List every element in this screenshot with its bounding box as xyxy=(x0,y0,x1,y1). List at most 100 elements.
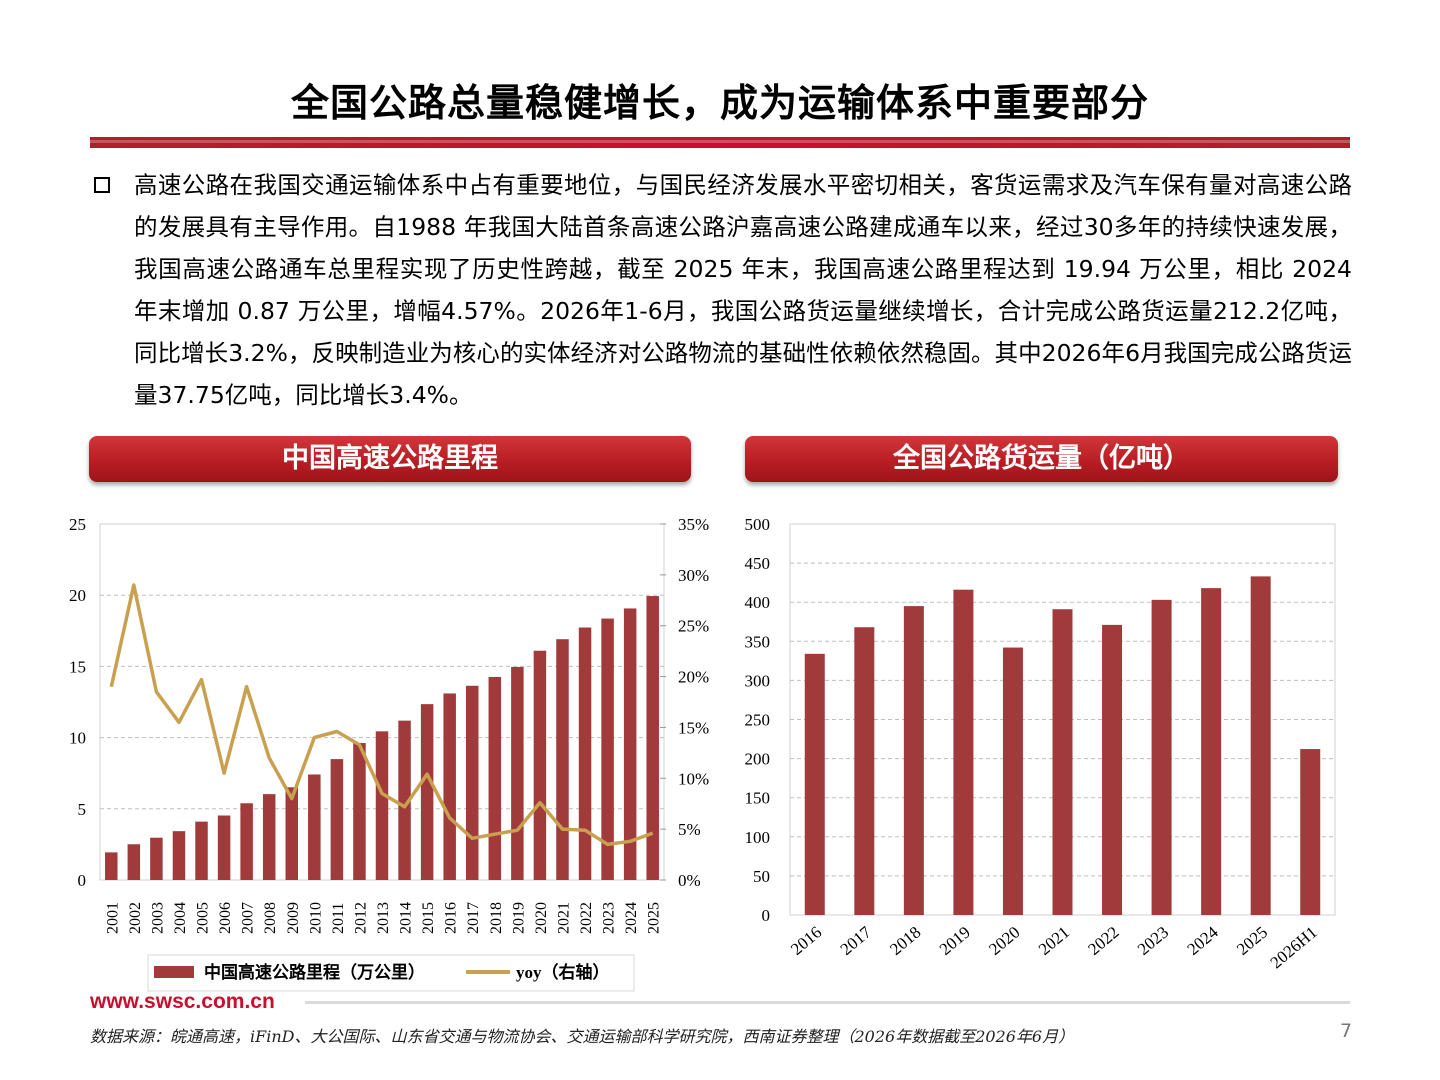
left-y-tick-label: 10 xyxy=(69,729,86,748)
left-x-tick-label: 2014 xyxy=(398,902,415,934)
right-chart-y-tick-label: 350 xyxy=(745,632,771,651)
yoy-line xyxy=(109,583,654,847)
freight-bar xyxy=(1201,588,1222,915)
right-chart-y-tick-label: 200 xyxy=(745,750,771,769)
mileage-bar xyxy=(195,821,208,880)
left-x-tick-label: 2013 xyxy=(375,902,392,934)
left-x-tick-label: 2009 xyxy=(285,902,302,934)
mileage-bar xyxy=(353,743,366,880)
left-x-tick-label: 2016 xyxy=(443,902,460,934)
mileage-bar xyxy=(150,837,163,880)
freight-bar xyxy=(1052,609,1073,915)
right-x-tick-label: 2025 xyxy=(1233,923,1271,959)
mileage-bar xyxy=(443,693,456,880)
legend-bar-label: 中国高速公路里程（万公里） xyxy=(204,962,425,982)
right-chart-y-tick-label: 150 xyxy=(745,789,771,808)
right-chart-y-tick-label: 50 xyxy=(753,867,770,886)
mileage-bar xyxy=(488,676,502,880)
left-x-tick-label: 2011 xyxy=(330,903,347,934)
left-chart-title: 中国高速公路里程 xyxy=(89,436,691,482)
mileage-bar xyxy=(217,815,231,880)
legend-bar-swatch xyxy=(154,966,194,978)
right-x-tick-label: 2023 xyxy=(1134,923,1172,959)
right-x-tick-label: 2018 xyxy=(886,923,924,959)
footer-divider xyxy=(90,1001,1350,1004)
left-x-tick-label: 2023 xyxy=(601,902,618,934)
left-x-tick-label: 2001 xyxy=(104,902,121,934)
right-x-tick-label: 2026H1 xyxy=(1267,923,1321,973)
right-x-tick-label: 2024 xyxy=(1183,922,1222,959)
left-x-tick-label: 2018 xyxy=(488,902,505,934)
freight-bar xyxy=(1151,599,1172,915)
left-y-tick-label: 25 xyxy=(69,515,86,534)
left-x-tick-label: 2017 xyxy=(465,902,482,934)
right-x-tick-label: 2017 xyxy=(837,922,876,959)
right-y-tick-label: 20% xyxy=(678,668,709,687)
right-chart-title: 全国公路货运量（亿吨） xyxy=(745,436,1338,482)
right-x-tick-label: 2022 xyxy=(1084,923,1122,959)
left-x-tick-label: 2025 xyxy=(646,902,663,934)
mileage-bar xyxy=(398,720,411,880)
freight-bar xyxy=(854,627,875,915)
left-y-tick-label: 0 xyxy=(78,871,87,890)
legend-line-label: yoy（右轴） xyxy=(516,962,610,982)
left-x-tick-label: 2007 xyxy=(240,902,257,934)
intro-paragraph: 高速公路在我国交通运输体系中占有重要地位，与国民经济发展水平密切相关，客货运需求… xyxy=(134,171,1352,409)
mileage-bar xyxy=(172,831,186,880)
left-x-tick-label: 2024 xyxy=(623,902,640,934)
right-chart-y-tick-label: 0 xyxy=(762,906,771,925)
freight-bar xyxy=(804,653,825,915)
mileage-bar xyxy=(375,731,389,880)
right-y-tick-label: 0% xyxy=(678,871,701,890)
left-y-tick-label: 15 xyxy=(69,657,86,676)
freight-bar xyxy=(1250,576,1271,915)
left-y-tick-label: 20 xyxy=(69,586,86,605)
left-x-tick-label: 2015 xyxy=(420,902,437,934)
left-x-tick-label: 2004 xyxy=(172,902,189,934)
mileage-bar xyxy=(601,618,614,880)
right-y-tick-label: 30% xyxy=(678,566,709,585)
left-x-tick-label: 2010 xyxy=(307,902,324,934)
page-number: 7 xyxy=(1340,1020,1353,1042)
freight-bar xyxy=(1300,749,1321,915)
right-x-tick-label: 2020 xyxy=(985,923,1023,959)
page-title: 全国公路总量稳健增长，成为运输体系中重要部分 xyxy=(290,81,1149,125)
site-url: www.swsc.com.cn xyxy=(90,990,275,1013)
mileage-bar xyxy=(420,704,434,880)
right-chart-y-tick-label: 400 xyxy=(745,593,771,612)
freight-bar xyxy=(1102,624,1123,915)
right-y-tick-label: 5% xyxy=(678,820,701,839)
right-chart-y-tick-label: 100 xyxy=(745,828,771,847)
bullet-square-icon xyxy=(94,177,110,193)
mileage-bar xyxy=(285,787,299,880)
left-x-tick-label: 2005 xyxy=(195,902,212,934)
mileage-bar xyxy=(511,666,524,880)
right-x-tick-label: 2021 xyxy=(1035,923,1073,959)
right-y-tick-label: 15% xyxy=(678,718,709,737)
mileage-bar xyxy=(533,650,547,880)
left-x-tick-label: 2020 xyxy=(533,902,550,934)
mileage-bar xyxy=(465,685,479,880)
left-x-tick-label: 2003 xyxy=(149,902,166,934)
mileage-bar xyxy=(330,759,344,880)
mileage-bar xyxy=(240,803,253,880)
left-x-tick-label: 2002 xyxy=(127,902,144,934)
left-x-tick-label: 2022 xyxy=(578,902,595,934)
right-chart-y-tick-label: 300 xyxy=(745,671,771,690)
left-x-tick-label: 2019 xyxy=(510,902,527,934)
right-y-tick-label: 10% xyxy=(678,769,709,788)
title-underline xyxy=(90,137,1350,148)
right-chart-y-tick-label: 500 xyxy=(745,515,771,534)
right-x-tick-label: 2016 xyxy=(787,923,825,959)
freight-bar xyxy=(1002,647,1023,915)
freight-bar xyxy=(953,589,974,915)
right-y-tick-label: 25% xyxy=(678,617,709,636)
right-x-tick-label: 2019 xyxy=(936,923,974,959)
left-y-tick-label: 5 xyxy=(78,800,87,819)
left-x-tick-label: 2012 xyxy=(352,902,369,934)
mileage-bar xyxy=(578,627,592,880)
mileage-bar xyxy=(623,608,637,880)
mileage-bar xyxy=(262,794,276,880)
freight-bar xyxy=(903,606,924,915)
